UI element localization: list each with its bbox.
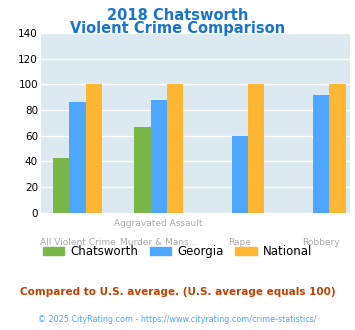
Bar xyxy=(134,127,151,213)
Text: Violent Crime Comparison: Violent Crime Comparison xyxy=(70,21,285,36)
Bar xyxy=(329,84,346,213)
Bar xyxy=(69,102,86,213)
Text: Aggravated Assault: Aggravated Assault xyxy=(114,219,203,228)
Bar xyxy=(313,95,329,213)
Bar xyxy=(53,158,69,213)
Bar xyxy=(232,136,248,213)
Bar xyxy=(86,84,102,213)
Legend: Chatsworth, Georgia, National: Chatsworth, Georgia, National xyxy=(38,241,317,263)
Text: Rape: Rape xyxy=(229,238,251,247)
Text: © 2025 CityRating.com - https://www.cityrating.com/crime-statistics/: © 2025 CityRating.com - https://www.city… xyxy=(38,315,317,324)
Text: 2018 Chatsworth: 2018 Chatsworth xyxy=(107,8,248,23)
Bar xyxy=(248,84,264,213)
Bar xyxy=(151,100,167,213)
Text: Compared to U.S. average. (U.S. average equals 100): Compared to U.S. average. (U.S. average … xyxy=(20,287,335,297)
Text: All Violent Crime: All Violent Crime xyxy=(39,238,115,247)
Text: Robbery: Robbery xyxy=(302,238,340,247)
Bar xyxy=(167,84,183,213)
Text: Murder & Mans...: Murder & Mans... xyxy=(120,238,197,247)
